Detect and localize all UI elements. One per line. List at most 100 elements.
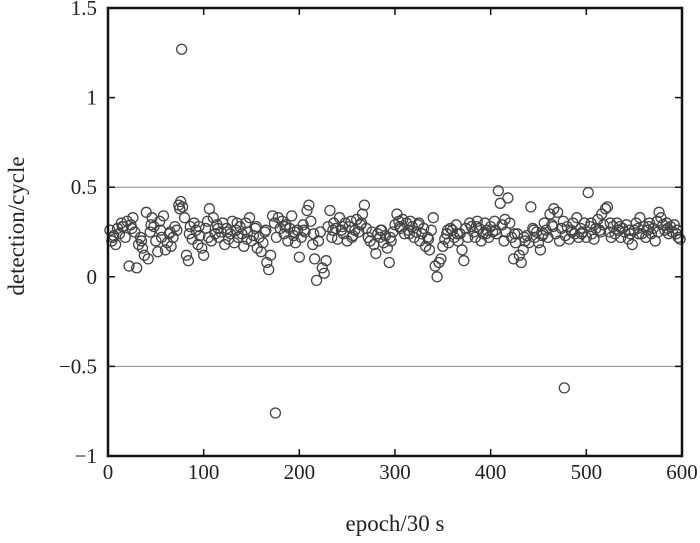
data-point [639, 231, 652, 244]
outlier-point [269, 407, 282, 419]
data-point [659, 224, 671, 236]
data-point [250, 220, 262, 233]
data-point [489, 224, 502, 236]
data-point [176, 201, 189, 213]
data-point [456, 244, 468, 256]
data-point [423, 244, 436, 256]
y-tick-label: 0.5 [71, 175, 97, 199]
x-tick-label: 300 [379, 460, 411, 484]
x-tick-label: 400 [475, 460, 507, 484]
data-point [202, 231, 215, 244]
data-point [263, 263, 275, 276]
data-point [652, 226, 664, 238]
data-point [547, 220, 559, 233]
y-tick-label: −0.5 [59, 354, 97, 378]
data-point [480, 228, 492, 240]
data-point [330, 222, 342, 235]
data-point [308, 228, 320, 240]
data-point [279, 220, 291, 233]
data-point [441, 224, 454, 236]
data-points [104, 43, 686, 419]
data-point [305, 215, 317, 227]
data-point [528, 224, 540, 236]
data-point [431, 271, 443, 283]
data-point [164, 226, 176, 238]
data-point [582, 186, 594, 199]
data-point [626, 238, 638, 251]
data-point [171, 224, 183, 236]
data-point [212, 222, 224, 235]
data-point [336, 220, 349, 233]
data-point [266, 210, 279, 222]
x-tick-label: 600 [666, 460, 698, 484]
data-point [492, 185, 504, 197]
data-point [642, 220, 655, 233]
x-tick-label: 200 [284, 460, 316, 484]
data-point [633, 228, 645, 240]
data-point [198, 249, 210, 261]
data-point [232, 231, 244, 244]
data-point [448, 231, 460, 244]
data-point [525, 201, 537, 213]
x-tick-label: 0 [103, 460, 114, 484]
data-point [374, 224, 387, 236]
data-point [614, 220, 626, 233]
data-point [159, 244, 172, 256]
data-point [201, 215, 214, 227]
y-tick-label: −1 [75, 444, 97, 468]
data-point [193, 220, 205, 233]
data-point [119, 231, 131, 244]
data-point [508, 228, 521, 240]
reference-lines [108, 186, 682, 367]
data-point [301, 204, 313, 217]
data-point [150, 235, 162, 247]
data-point [178, 212, 191, 224]
data-point [293, 251, 305, 263]
data-point [470, 220, 482, 233]
data-point [310, 274, 323, 287]
y-tick-label: 0 [87, 265, 98, 289]
data-point [422, 233, 435, 245]
data-point [599, 203, 612, 215]
data-point [494, 197, 506, 209]
data-point [303, 199, 315, 211]
data-point [157, 210, 170, 222]
data-point [391, 208, 403, 220]
outlier-point [558, 382, 570, 394]
y-axis-label: detection/cycle [4, 156, 29, 295]
data-point [588, 233, 600, 245]
data-point [180, 249, 193, 261]
data-point [595, 226, 607, 238]
data-point [403, 228, 416, 240]
data-point [370, 247, 382, 260]
data-point [327, 224, 339, 236]
data-point [184, 220, 196, 233]
data-point [653, 206, 665, 218]
data-point [174, 203, 186, 215]
data-point [135, 235, 148, 247]
data-point [110, 238, 122, 251]
data-point [243, 212, 256, 224]
data-point [358, 199, 371, 211]
data-point [196, 242, 208, 254]
data-point [502, 192, 514, 204]
data-point [429, 260, 441, 272]
data-point [126, 222, 138, 235]
data-point [601, 201, 614, 213]
data-point [499, 213, 511, 226]
data-point [575, 228, 588, 240]
data-point [585, 217, 597, 229]
data-point [264, 249, 277, 261]
data-point [534, 244, 547, 256]
x-tick-label: 500 [571, 460, 603, 484]
data-point [551, 206, 564, 218]
data-point [458, 255, 470, 267]
data-point [324, 204, 336, 217]
data-point [175, 195, 187, 208]
data-point [286, 210, 298, 222]
data-point [307, 238, 319, 251]
data-point [578, 217, 591, 229]
data-point [661, 217, 673, 229]
data-point [145, 219, 157, 231]
